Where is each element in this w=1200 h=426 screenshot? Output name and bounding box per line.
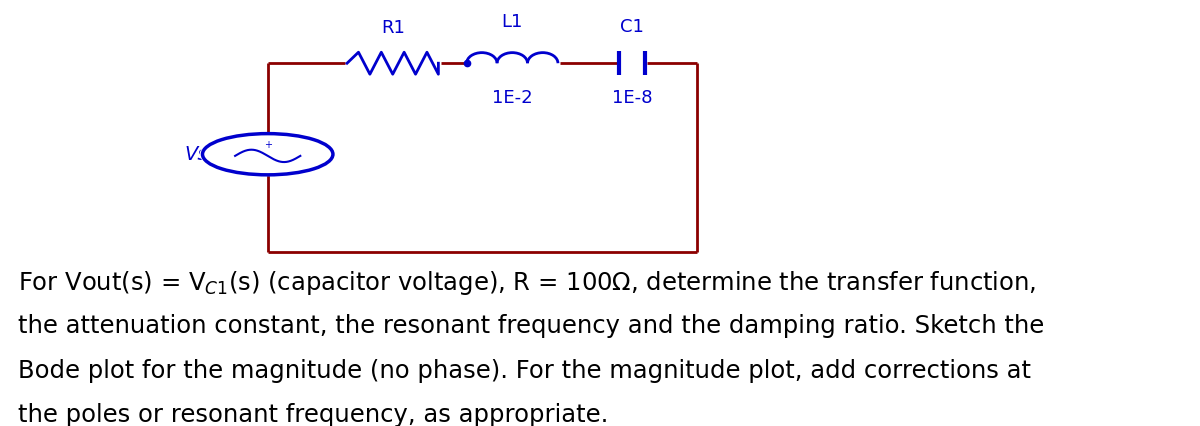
Text: +: + [264,140,271,150]
Text: Bode plot for the magnitude (no phase). For the magnitude plot, add corrections : Bode plot for the magnitude (no phase). … [18,359,1031,383]
Text: the poles or resonant frequency, as appropriate.: the poles or resonant frequency, as appr… [18,403,608,426]
Text: the attenuation constant, the resonant frequency and the damping ratio. Sketch t: the attenuation constant, the resonant f… [18,314,1044,338]
Text: Vs: Vs [185,145,208,164]
Text: C1: C1 [620,18,643,36]
Text: 1E-8: 1E-8 [612,89,652,107]
Circle shape [200,133,335,176]
Text: 1E-2: 1E-2 [492,89,533,107]
Text: R1: R1 [380,20,404,37]
Text: L1: L1 [502,13,523,31]
Text: For Vout(s) = V$_{C1}$(s) (capacitor voltage), R = 100Ω, determine the transfer : For Vout(s) = V$_{C1}$(s) (capacitor vol… [18,269,1036,297]
